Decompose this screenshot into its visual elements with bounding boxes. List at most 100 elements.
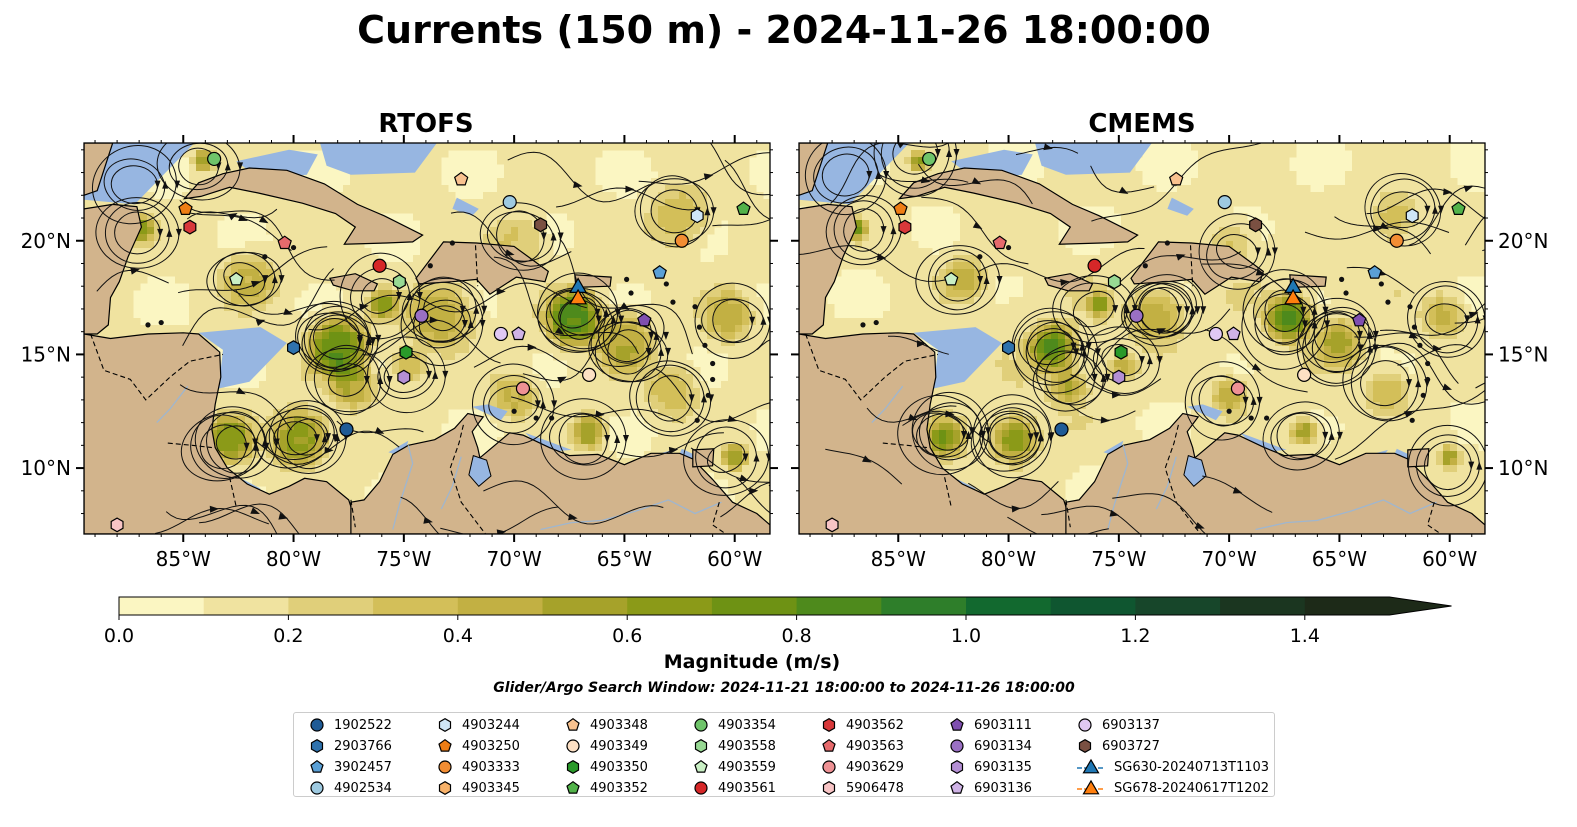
- float-marker: [674, 233, 689, 248]
- legend-item: 1902522: [308, 715, 392, 735]
- float-marker: [1367, 265, 1382, 279]
- colorbar-segment: [119, 597, 205, 615]
- colorbar-segment: [881, 597, 967, 615]
- float-marker: [453, 171, 469, 186]
- float-marker: [1112, 369, 1126, 385]
- float-marker: [1054, 422, 1069, 437]
- legend-item: 4903562: [820, 715, 904, 735]
- lon-tick-label: 60°W: [1422, 547, 1477, 571]
- float-marker: [277, 235, 292, 250]
- colorbar-segment: [203, 597, 289, 615]
- legend-label: 6903134: [974, 738, 1032, 754]
- lon-tick-label: 75°W: [1091, 547, 1146, 571]
- glider-triangle-icon: [1077, 758, 1105, 774]
- float-marker: [637, 312, 652, 327]
- lon-tick-label: 65°W: [1312, 547, 1367, 571]
- search-window-subtitle: Glider/Argo Search Window: 2024-11-21 18…: [493, 680, 1075, 696]
- colorbar-segment: [1135, 597, 1221, 615]
- lat-tick-label: 15°N: [21, 342, 71, 366]
- circle-marker-icon: [694, 718, 708, 732]
- legend-item: 6903111: [948, 715, 1032, 735]
- float-marker: [1001, 340, 1016, 356]
- float-marker: [943, 271, 959, 286]
- float-marker: [992, 235, 1007, 250]
- legend-item: 6903727: [1076, 736, 1160, 756]
- circle-marker-icon: [1078, 718, 1092, 732]
- float-marker: [1226, 326, 1241, 341]
- lat-tick-label: 10°N: [1498, 456, 1548, 480]
- legend-label: SG630-20240713T1103: [1114, 759, 1270, 775]
- legend-label: 4903348: [590, 717, 648, 733]
- float-marker: [1389, 233, 1404, 248]
- float-marker: [1451, 201, 1466, 215]
- colorbar-segment: [1304, 597, 1390, 615]
- float-marker: [1230, 381, 1246, 396]
- float-marker: [502, 195, 517, 210]
- lat-tick-label: 20°N: [21, 229, 71, 253]
- float-marker: [511, 326, 526, 341]
- legend-item: 3902457: [308, 757, 392, 777]
- legend-label: 6903111: [974, 717, 1032, 733]
- legend-label: 4903629: [846, 759, 904, 775]
- colorbar-tick-label: 1.2: [1120, 625, 1150, 647]
- float-marker: [582, 367, 597, 382]
- colorbar-segment: [373, 597, 459, 615]
- colorbar-segment: [457, 597, 543, 615]
- float-marker: [287, 340, 301, 356]
- colorbar-segment: [796, 597, 882, 615]
- float-marker: [515, 381, 531, 396]
- pentagon-marker-icon: [950, 780, 964, 794]
- colorbar-tick-label: 1.4: [1290, 625, 1320, 647]
- float-marker: [1297, 367, 1312, 382]
- legend-label: 4902534: [334, 780, 392, 796]
- legend-item: SG678-20240617T1202: [1076, 778, 1269, 798]
- hexagon-marker-icon: [566, 760, 580, 774]
- lon-tick-label: 80°W: [266, 547, 321, 571]
- circle-marker-icon: [310, 781, 324, 795]
- float-marker: [1249, 217, 1263, 233]
- hexagon-marker-icon: [310, 739, 324, 753]
- colorbar-segment: [627, 597, 713, 615]
- pentagon-marker-icon: [822, 738, 836, 752]
- float-marker: [493, 326, 508, 342]
- float-marker: [372, 258, 387, 273]
- legend-label: 4903559: [718, 759, 776, 775]
- legend-label: 5906478: [846, 780, 904, 796]
- float-marker: [825, 517, 839, 533]
- legend-item: 4903629: [820, 757, 904, 777]
- colorbar-segment: [1220, 597, 1306, 615]
- colorbar-tick-label: 0.8: [781, 625, 811, 647]
- legend-label: 4903558: [718, 738, 776, 754]
- float-marker: [183, 219, 197, 235]
- legend-label: 2903766: [334, 738, 392, 754]
- legend-label: 3902457: [334, 759, 392, 775]
- float-marker: [1168, 171, 1184, 186]
- lat-tick-label: 20°N: [1498, 229, 1548, 253]
- float-marker: [898, 219, 912, 235]
- legend-label: 4903345: [462, 780, 520, 796]
- circle-marker-icon: [438, 760, 452, 774]
- panel-title-cmems: CMEMS: [1088, 109, 1195, 139]
- float-marker: [922, 151, 937, 167]
- hexagon-marker-icon: [822, 781, 836, 795]
- map-frame: [798, 142, 1486, 535]
- legend-item: 4903558: [692, 736, 776, 756]
- colorbar-tick-label: 0.6: [612, 625, 642, 647]
- legend-label: 1902522: [334, 717, 392, 733]
- map-frame: [83, 142, 771, 535]
- float-marker: [1087, 258, 1102, 273]
- float-marker: [1352, 312, 1367, 327]
- pentagon-marker-icon: [566, 717, 580, 731]
- pentagon-marker-icon: [694, 759, 708, 773]
- colorbar-segment: [966, 597, 1052, 615]
- rtofs-map: [84, 143, 770, 534]
- lon-tick-label: 70°W: [487, 547, 542, 571]
- legend-item: 6903135: [948, 757, 1032, 777]
- legend-item: 4903333: [436, 757, 520, 777]
- float-marker: [339, 422, 354, 437]
- legend-label: 4903350: [590, 759, 648, 775]
- panel-title-rtofs: RTOFS: [378, 109, 473, 139]
- circle-marker-icon: [950, 739, 964, 753]
- figure-title: Currents (150 m) - 2024-11-26 18:00:00: [357, 8, 1211, 52]
- legend-label: 6903137: [1102, 717, 1160, 733]
